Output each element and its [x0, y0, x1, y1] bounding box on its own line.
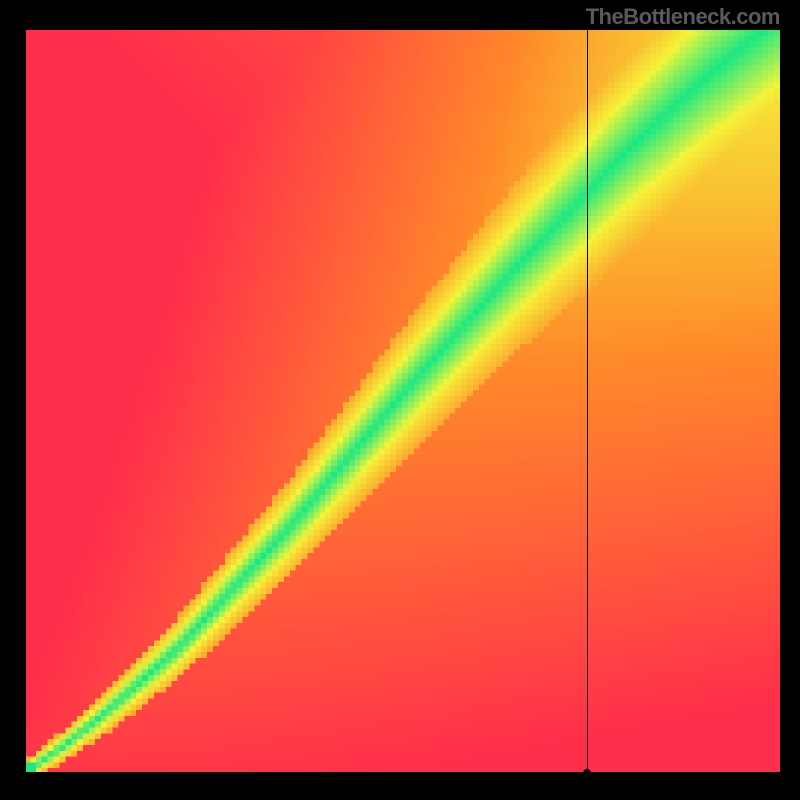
marker-vertical-line [587, 30, 588, 774]
y-axis-line [24, 30, 26, 774]
figure-container: TheBottleneck.com [0, 0, 800, 800]
heatmap-plot [24, 30, 780, 774]
heatmap-canvas [24, 30, 780, 774]
watermark-text: TheBottleneck.com [586, 4, 780, 30]
x-axis-line [24, 772, 780, 774]
